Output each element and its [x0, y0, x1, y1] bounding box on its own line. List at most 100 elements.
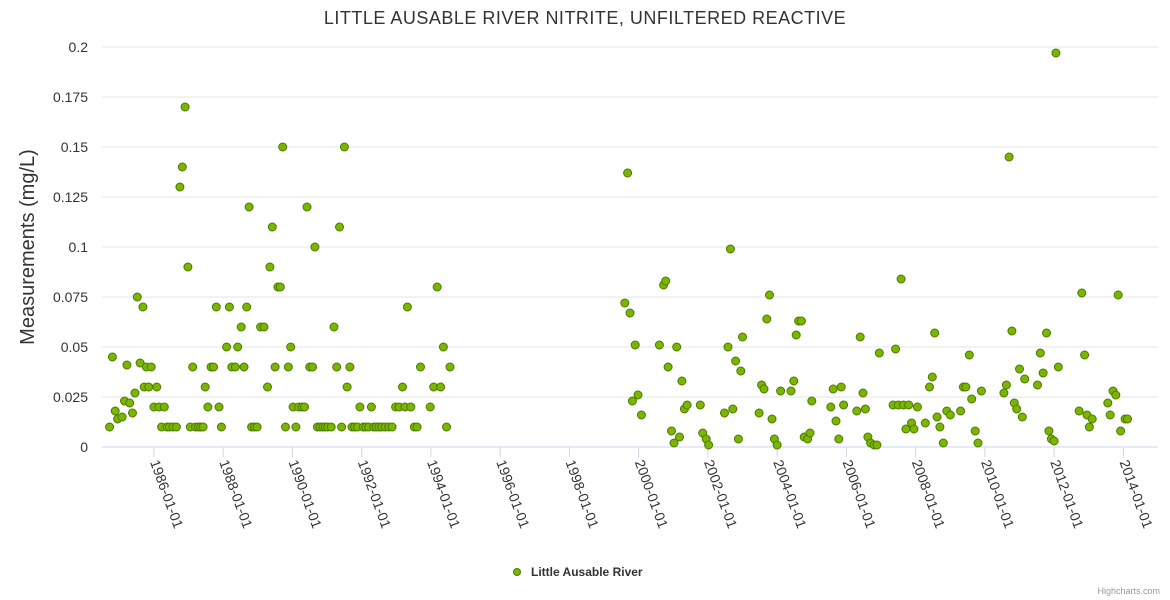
data-point[interactable] [677, 376, 687, 386]
data-point[interactable] [146, 362, 156, 372]
data-point[interactable] [765, 290, 774, 300]
data-point[interactable] [661, 276, 671, 286]
data-point[interactable] [909, 424, 919, 434]
data-point[interactable] [967, 394, 977, 404]
data-point[interactable] [339, 142, 349, 152]
data-point[interactable] [675, 432, 684, 442]
data-point[interactable] [776, 386, 786, 396]
data-point[interactable] [200, 382, 210, 392]
data-point[interactable] [762, 314, 772, 324]
data-point[interactable] [932, 412, 942, 422]
data-point[interactable] [302, 202, 312, 212]
data-point[interactable] [630, 340, 640, 350]
data-point[interactable] [138, 302, 148, 312]
data-point[interactable] [128, 408, 137, 418]
data-point[interactable] [230, 362, 240, 372]
data-point[interactable] [1015, 364, 1024, 374]
data-point[interactable] [345, 362, 355, 372]
data-point[interactable] [956, 406, 966, 416]
data-point[interactable] [754, 408, 764, 418]
data-point[interactable] [1111, 390, 1121, 400]
data-point[interactable] [263, 382, 272, 392]
data-point[interactable] [920, 418, 930, 428]
data-point[interactable] [425, 402, 435, 412]
data-point[interactable] [125, 398, 135, 408]
data-point[interactable] [927, 372, 937, 382]
data-point[interactable] [1044, 426, 1054, 436]
data-point[interactable] [1012, 404, 1022, 414]
data-point[interactable] [620, 298, 630, 308]
data-point[interactable] [310, 242, 320, 252]
data-point[interactable] [1033, 380, 1042, 390]
data-point[interactable] [183, 262, 193, 272]
data-point[interactable] [442, 422, 451, 432]
data-point[interactable] [1080, 350, 1090, 360]
data-point[interactable] [1074, 406, 1084, 416]
data-point[interactable] [723, 342, 733, 352]
data-point[interactable] [332, 362, 342, 372]
data-point[interactable] [175, 182, 185, 192]
data-point[interactable] [402, 302, 412, 312]
data-point[interactable] [736, 366, 746, 376]
data-point[interactable] [891, 344, 901, 354]
data-point[interactable] [398, 382, 407, 392]
data-point[interactable] [188, 362, 198, 372]
data-point[interactable] [839, 400, 849, 410]
data-point[interactable] [438, 342, 448, 352]
data-point[interactable] [152, 382, 162, 392]
data-point[interactable] [935, 422, 945, 432]
data-point[interactable] [964, 350, 974, 360]
data-point[interactable] [663, 362, 673, 372]
data-point[interactable] [973, 438, 983, 448]
data-point[interactable] [831, 416, 841, 426]
data-point[interactable] [999, 388, 1009, 398]
data-point[interactable] [728, 404, 738, 414]
data-point[interactable] [623, 168, 633, 178]
data-point[interactable] [132, 292, 142, 302]
data-point[interactable] [267, 222, 277, 232]
data-point[interactable] [682, 400, 692, 410]
data-point[interactable] [105, 422, 115, 432]
data-point[interactable] [945, 410, 955, 420]
data-point[interactable] [767, 414, 777, 424]
data-point[interactable] [252, 422, 262, 432]
data-point[interactable] [904, 400, 914, 410]
data-point[interactable] [337, 422, 347, 432]
legend[interactable]: Little Ausable River [513, 565, 643, 579]
data-point[interactable] [704, 440, 714, 450]
data-point[interactable] [265, 262, 275, 272]
data-point[interactable] [672, 342, 682, 352]
data-point[interactable] [1049, 436, 1059, 446]
data-point[interactable] [387, 422, 397, 432]
data-point[interactable] [222, 342, 232, 352]
data-point[interactable] [738, 332, 747, 342]
data-point[interactable] [860, 404, 870, 414]
data-point[interactable] [826, 402, 836, 412]
data-point[interactable] [789, 376, 799, 386]
data-point[interactable] [654, 340, 664, 350]
data-point[interactable] [135, 358, 145, 368]
data-point[interactable] [239, 362, 249, 372]
data-point[interactable] [259, 322, 269, 332]
data-point[interactable] [1084, 422, 1094, 432]
legend-item-label[interactable]: Little Ausable River [531, 565, 643, 579]
data-point[interactable] [224, 302, 234, 312]
data-point[interactable] [180, 102, 190, 112]
credits-link[interactable]: Highcharts.com [1097, 586, 1160, 596]
data-point[interactable] [281, 422, 290, 432]
data-point[interactable] [416, 362, 425, 372]
data-point[interactable] [236, 322, 246, 332]
data-point[interactable] [1042, 328, 1051, 338]
data-point[interactable] [855, 332, 865, 342]
data-point[interactable] [834, 434, 844, 444]
data-point[interactable] [342, 382, 352, 392]
data-point[interactable] [1077, 288, 1087, 298]
data-point[interactable] [329, 322, 339, 332]
data-point[interactable] [772, 440, 782, 450]
data-point[interactable] [1017, 412, 1027, 422]
data-point[interactable] [122, 360, 132, 370]
data-point[interactable] [326, 422, 336, 432]
data-point[interactable] [1001, 380, 1011, 390]
data-point[interactable] [436, 382, 446, 392]
data-point[interactable] [627, 396, 637, 406]
